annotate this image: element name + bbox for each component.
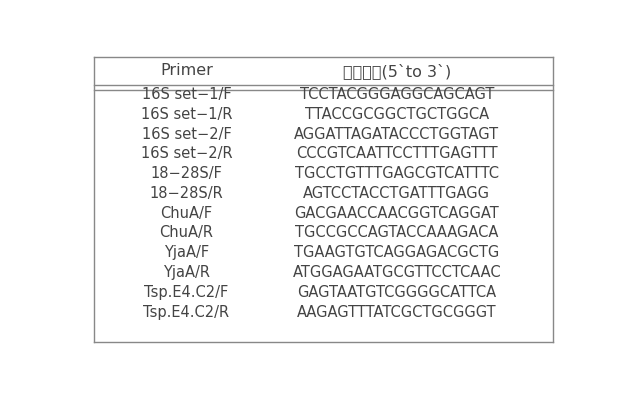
Text: CCCGTCAATTCCTTTGAGTTT: CCCGTCAATTCCTTTGAGTTT	[296, 147, 498, 161]
Text: 16S set−1/F: 16S set−1/F	[141, 87, 232, 102]
Text: ChuA/R: ChuA/R	[160, 226, 213, 241]
Text: GACGAACCAACGGTCAGGAT: GACGAACCAACGGTCAGGAT	[295, 206, 499, 221]
Text: TTACCGCGGCTGCTGGCA: TTACCGCGGCTGCTGGCA	[305, 107, 489, 122]
Text: YjaA/R: YjaA/R	[163, 265, 210, 280]
Text: 16S set−2/F: 16S set−2/F	[141, 126, 232, 141]
Text: 16S set−1/R: 16S set−1/R	[141, 107, 232, 122]
Text: AAGAGTTTATCGCTGCGGGT: AAGAGTTTATCGCTGCGGGT	[297, 305, 497, 320]
Text: GAGTAATGTCGGGGCATTCA: GAGTAATGTCGGGGCATTCA	[297, 285, 497, 300]
Text: 16S set−2/R: 16S set−2/R	[141, 147, 232, 161]
Text: TGAAGTGTCAGGAGACGCTG: TGAAGTGTCAGGAGACGCTG	[294, 245, 499, 260]
Text: Tsp.E4.C2/F: Tsp.E4.C2/F	[144, 285, 228, 300]
Text: Primer: Primer	[160, 64, 213, 79]
Text: TCCTACGGGAGGCAGCAGT: TCCTACGGGAGGCAGCAGT	[300, 87, 494, 102]
Text: Tsp.E4.C2/R: Tsp.E4.C2/R	[143, 305, 230, 320]
Text: AGGATTAGATACCCTGGTAGT: AGGATTAGATACCCTGGTAGT	[294, 126, 499, 141]
Text: YjaA/F: YjaA/F	[164, 245, 209, 260]
Text: TGCCTGTTTGAGCGTCATTTC: TGCCTGTTTGAGCGTCATTTC	[295, 166, 498, 181]
Text: ChuA/F: ChuA/F	[160, 206, 213, 221]
Text: AGTCCTACCTGATTTGAGG: AGTCCTACCTGATTTGAGG	[304, 186, 490, 201]
Text: 18−28S/R: 18−28S/R	[150, 186, 223, 201]
Text: 염기서열(5`to 3`): 염기서열(5`to 3`)	[343, 63, 451, 79]
Text: TGCCGCCAGTACCAAAGACA: TGCCGCCAGTACCAAAGACA	[295, 226, 498, 241]
Text: 18−28S/F: 18−28S/F	[151, 166, 222, 181]
Text: ATGGAGAATGCGTTCCTCAAC: ATGGAGAATGCGTTCCTCAAC	[292, 265, 501, 280]
